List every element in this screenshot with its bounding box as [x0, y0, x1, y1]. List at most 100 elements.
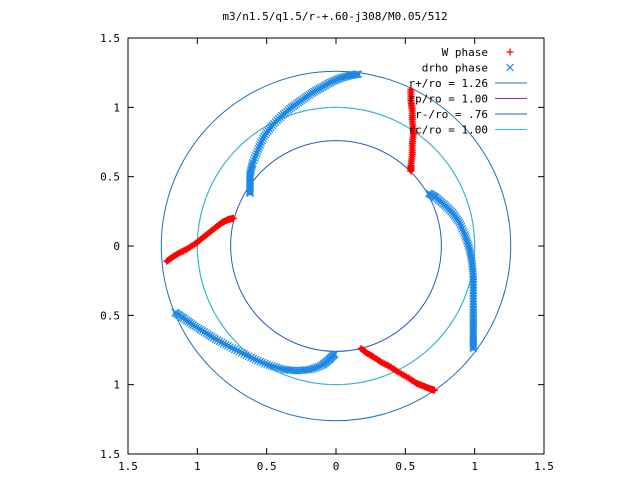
data-point: [469, 272, 478, 281]
data-point: [469, 335, 478, 344]
data-point: [469, 344, 478, 353]
data-point: [270, 362, 278, 371]
reference-circle: [160, 70, 512, 422]
data-point: [463, 239, 472, 248]
x-tick-label: 0.5: [257, 460, 277, 473]
series-drho-phase: [171, 70, 478, 375]
data-point: [469, 297, 478, 306]
reference-circles: [160, 70, 512, 422]
data-point: [469, 340, 478, 349]
data-point: [258, 358, 267, 367]
data-point: [256, 140, 265, 149]
data-point: [235, 347, 244, 356]
data-point: [430, 386, 438, 394]
data-point: [258, 136, 266, 145]
data-point: [466, 248, 474, 256]
series-branch: [424, 189, 478, 353]
legend-label: r-/ro = .76: [415, 108, 488, 121]
data-point: [467, 252, 475, 261]
data-point: [265, 361, 274, 370]
data-point: [217, 338, 226, 347]
data-point: [252, 149, 261, 158]
data-point: [464, 241, 473, 250]
data-point: [330, 350, 339, 359]
data-point: [469, 280, 478, 289]
data-point: [256, 357, 265, 366]
data-point: [469, 294, 478, 303]
legend: W phase drho phase r+/ro = 1.26 rp/ro = 1.0…: [409, 46, 527, 137]
data-point: [469, 300, 478, 309]
reference-circle: [196, 106, 476, 386]
data-point: [469, 283, 478, 292]
data-point: [469, 339, 478, 347]
data-point: [244, 352, 253, 361]
data-point: [407, 167, 415, 175]
data-point: [469, 342, 478, 351]
data-point: [246, 186, 254, 194]
data-point: [230, 345, 239, 354]
data-point: [274, 364, 283, 372]
data-point: [221, 340, 230, 349]
reference-circle: [230, 140, 442, 352]
reference-circle: [196, 106, 476, 386]
y-tick-label: 1: [113, 379, 120, 392]
data-point: [249, 354, 258, 363]
data-point: [229, 214, 237, 222]
x-tick-label: 1: [194, 460, 201, 473]
data-point: [213, 336, 222, 344]
y-tick-label: 0.5: [100, 309, 120, 322]
data-point: [249, 156, 258, 165]
data-point: [242, 351, 251, 360]
data-point: [233, 346, 242, 355]
y-tick-label: 0: [113, 240, 120, 253]
data-point: [259, 134, 267, 143]
data-point: [253, 356, 262, 365]
series-branch: [163, 214, 237, 265]
legend-marker: [506, 48, 514, 56]
chart-title: m3/n1.5/q1.5/r-+.60-j308/M0.05/512: [222, 10, 447, 23]
data-point: [469, 289, 478, 298]
data-point: [251, 355, 260, 364]
data-point: [240, 350, 248, 358]
data-point: [219, 339, 228, 348]
y-tick-label: 1.5: [100, 448, 120, 461]
data-point: [246, 187, 254, 196]
data-point: [455, 218, 464, 227]
legend-label: W phase: [442, 46, 488, 59]
data-point: [465, 245, 474, 254]
data-point: [211, 334, 220, 343]
data-point: [461, 230, 469, 239]
data-point: [272, 363, 281, 372]
x-tick-label: 1.5: [118, 460, 138, 473]
data-point: [469, 275, 478, 284]
x-tick-label: 0: [333, 460, 340, 473]
legend-label: rp/ro = 1.00: [409, 93, 488, 106]
series-branch: [407, 85, 418, 175]
data-point: [469, 333, 478, 342]
x-tick-label: 1.5: [534, 460, 554, 473]
axis-ticks: 1.5 1 0.5 0 0.5 1 1.51.510.500.511.5: [100, 32, 554, 473]
data-point: [277, 364, 285, 373]
data-series: [163, 70, 478, 394]
x-tick-label: 1: [471, 460, 478, 473]
data-point: [347, 71, 356, 80]
data-point: [226, 343, 235, 351]
series-w-phase: [163, 85, 438, 394]
data-point: [456, 220, 465, 229]
y-tick-label: 1: [113, 101, 120, 114]
data-point: [461, 233, 470, 241]
data-point: [469, 278, 478, 286]
series-branch: [171, 308, 339, 375]
data-point: [469, 286, 478, 295]
data-point: [263, 360, 272, 369]
data-point: [223, 341, 232, 350]
series-branch: [246, 70, 363, 198]
series-branch: [357, 345, 438, 394]
x-tick-label: 0.5: [395, 460, 415, 473]
legend-label: r+/ro = 1.26: [409, 77, 488, 90]
series-trail: [173, 310, 337, 373]
data-point: [251, 151, 260, 160]
data-point: [469, 337, 478, 346]
data-point: [215, 337, 224, 346]
